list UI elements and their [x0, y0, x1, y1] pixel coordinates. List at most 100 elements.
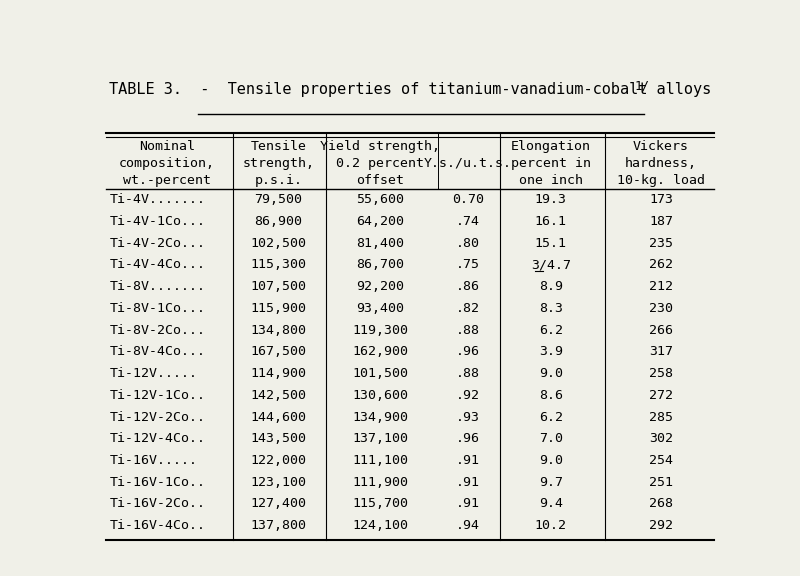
Text: .91: .91 [456, 498, 480, 510]
Text: 9.0: 9.0 [538, 367, 562, 380]
Text: Vickers
hardness,
10-kg. load: Vickers hardness, 10-kg. load [617, 140, 705, 187]
Text: 258: 258 [649, 367, 673, 380]
Text: 8.9: 8.9 [538, 280, 562, 293]
Text: 173: 173 [649, 193, 673, 206]
Text: 268: 268 [649, 498, 673, 510]
Text: 6.2: 6.2 [538, 324, 562, 336]
Text: 124,100: 124,100 [352, 519, 408, 532]
Text: 7.0: 7.0 [538, 433, 562, 445]
Text: 0.70: 0.70 [452, 193, 484, 206]
Text: 86,700: 86,700 [356, 259, 404, 271]
Text: Ti-12V-2Co..: Ti-12V-2Co.. [110, 411, 206, 423]
Text: 230: 230 [649, 302, 673, 315]
Text: 285: 285 [649, 411, 673, 423]
Text: Ti-8V.......: Ti-8V....... [110, 280, 206, 293]
Text: 115,700: 115,700 [352, 498, 408, 510]
Text: .86: .86 [456, 280, 480, 293]
Text: Ti-16V-1Co..: Ti-16V-1Co.. [110, 476, 206, 489]
Text: 212: 212 [649, 280, 673, 293]
Text: .93: .93 [456, 411, 480, 423]
Text: .80: .80 [456, 237, 480, 250]
Text: 9.0: 9.0 [538, 454, 562, 467]
Text: Yield strength,
0.2 percent
offset: Yield strength, 0.2 percent offset [320, 140, 440, 187]
Text: 115,900: 115,900 [250, 302, 306, 315]
Text: Ti-8V-1Co...: Ti-8V-1Co... [110, 302, 206, 315]
Text: 122,000: 122,000 [250, 454, 306, 467]
Text: .74: .74 [456, 215, 480, 228]
Text: Ti-8V-4Co...: Ti-8V-4Co... [110, 346, 206, 358]
Text: 137,100: 137,100 [352, 433, 408, 445]
Text: Nominal
composition,
wt.-percent: Nominal composition, wt.-percent [119, 140, 215, 187]
Text: Ti-4V.......: Ti-4V....... [110, 193, 206, 206]
Text: 102,500: 102,500 [250, 237, 306, 250]
Text: 292: 292 [649, 519, 673, 532]
Text: 101,500: 101,500 [352, 367, 408, 380]
Text: Ti-12V-4Co..: Ti-12V-4Co.. [110, 433, 206, 445]
Text: Y.s./u.t.s.: Y.s./u.t.s. [424, 157, 512, 170]
Text: 1/: 1/ [634, 79, 650, 93]
Text: Ti-8V-2Co...: Ti-8V-2Co... [110, 324, 206, 336]
Text: 123,100: 123,100 [250, 476, 306, 489]
Text: 266: 266 [649, 324, 673, 336]
Text: 92,200: 92,200 [356, 280, 404, 293]
Text: 143,500: 143,500 [250, 433, 306, 445]
Text: 19.3: 19.3 [534, 193, 566, 206]
Text: 262: 262 [649, 259, 673, 271]
Text: 3.9: 3.9 [538, 346, 562, 358]
Text: 9.4: 9.4 [538, 498, 562, 510]
Text: Tensile
strength,
p.s.i.: Tensile strength, p.s.i. [242, 140, 314, 187]
Text: 55,600: 55,600 [356, 193, 404, 206]
Text: 272: 272 [649, 389, 673, 402]
Text: 107,500: 107,500 [250, 280, 306, 293]
Text: Ti-4V-2Co...: Ti-4V-2Co... [110, 237, 206, 250]
Text: 251: 251 [649, 476, 673, 489]
Text: .91: .91 [456, 476, 480, 489]
Text: .96: .96 [456, 346, 480, 358]
Text: .75: .75 [456, 259, 480, 271]
Text: 119,300: 119,300 [352, 324, 408, 336]
Text: Ti-16V-2Co..: Ti-16V-2Co.. [110, 498, 206, 510]
Text: 134,900: 134,900 [352, 411, 408, 423]
Text: .96: .96 [456, 433, 480, 445]
Text: 137,800: 137,800 [250, 519, 306, 532]
Text: 3/4.7: 3/4.7 [530, 259, 570, 271]
Text: Ti-12V.....: Ti-12V..... [110, 367, 198, 380]
Text: 6.2: 6.2 [538, 411, 562, 423]
Text: 302: 302 [649, 433, 673, 445]
Text: Ti-16V-4Co..: Ti-16V-4Co.. [110, 519, 206, 532]
Text: 9.7: 9.7 [538, 476, 562, 489]
Text: 235: 235 [649, 237, 673, 250]
Text: 111,100: 111,100 [352, 454, 408, 467]
Text: Ti-4V-4Co...: Ti-4V-4Co... [110, 259, 206, 271]
Text: 134,800: 134,800 [250, 324, 306, 336]
Text: 111,900: 111,900 [352, 476, 408, 489]
Text: Elongation
percent in
one inch: Elongation percent in one inch [510, 140, 590, 187]
Text: 8.3: 8.3 [538, 302, 562, 315]
Text: 64,200: 64,200 [356, 215, 404, 228]
Text: 93,400: 93,400 [356, 302, 404, 315]
Text: 187: 187 [649, 215, 673, 228]
Text: .88: .88 [456, 324, 480, 336]
Text: 8.6: 8.6 [538, 389, 562, 402]
Text: 79,500: 79,500 [254, 193, 302, 206]
Text: .88: .88 [456, 367, 480, 380]
Text: Ti-4V-1Co...: Ti-4V-1Co... [110, 215, 206, 228]
Text: 162,900: 162,900 [352, 346, 408, 358]
Text: .91: .91 [456, 454, 480, 467]
Text: 254: 254 [649, 454, 673, 467]
Text: TABLE 3.  -  Tensile properties of titanium-vanadium-cobalt alloys: TABLE 3. - Tensile properties of titaniu… [109, 82, 711, 97]
Text: 16.1: 16.1 [534, 215, 566, 228]
Text: 167,500: 167,500 [250, 346, 306, 358]
Text: 15.1: 15.1 [534, 237, 566, 250]
Text: 114,900: 114,900 [250, 367, 306, 380]
Text: 10.2: 10.2 [534, 519, 566, 532]
Text: .94: .94 [456, 519, 480, 532]
Text: 317: 317 [649, 346, 673, 358]
Text: 144,600: 144,600 [250, 411, 306, 423]
Text: Ti-16V.....: Ti-16V..... [110, 454, 198, 467]
Text: 130,600: 130,600 [352, 389, 408, 402]
Text: 115,300: 115,300 [250, 259, 306, 271]
Text: .82: .82 [456, 302, 480, 315]
Text: Ti-12V-1Co..: Ti-12V-1Co.. [110, 389, 206, 402]
Text: 86,900: 86,900 [254, 215, 302, 228]
